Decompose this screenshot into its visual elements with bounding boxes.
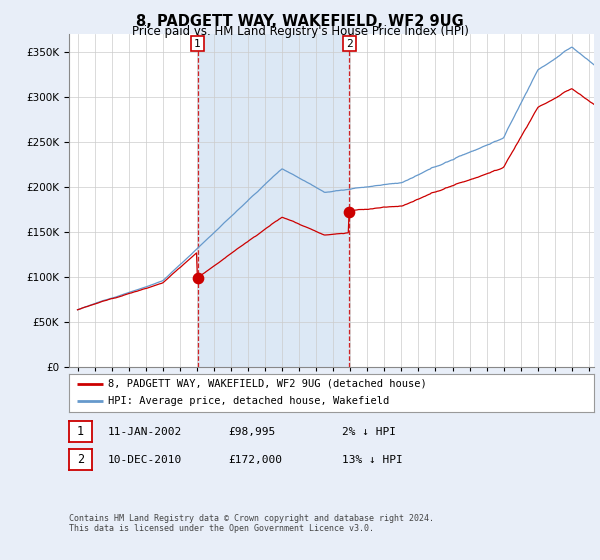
Text: 10-DEC-2010: 10-DEC-2010 bbox=[108, 455, 182, 465]
Text: 13% ↓ HPI: 13% ↓ HPI bbox=[342, 455, 403, 465]
Text: £98,995: £98,995 bbox=[228, 427, 275, 437]
Text: 11-JAN-2002: 11-JAN-2002 bbox=[108, 427, 182, 437]
Text: 8, PADGETT WAY, WAKEFIELD, WF2 9UG: 8, PADGETT WAY, WAKEFIELD, WF2 9UG bbox=[136, 14, 464, 29]
Bar bbox=[197, 34, 349, 367]
Text: 2% ↓ HPI: 2% ↓ HPI bbox=[342, 427, 396, 437]
Text: £172,000: £172,000 bbox=[228, 455, 282, 465]
Text: 2: 2 bbox=[77, 453, 84, 466]
Point bbox=[193, 273, 202, 282]
Text: 1: 1 bbox=[77, 425, 84, 438]
Text: Contains HM Land Registry data © Crown copyright and database right 2024.
This d: Contains HM Land Registry data © Crown c… bbox=[69, 514, 434, 533]
Text: 2: 2 bbox=[346, 39, 353, 49]
Point bbox=[344, 207, 354, 216]
Text: 8, PADGETT WAY, WAKEFIELD, WF2 9UG (detached house): 8, PADGETT WAY, WAKEFIELD, WF2 9UG (deta… bbox=[109, 379, 427, 389]
Text: Price paid vs. HM Land Registry's House Price Index (HPI): Price paid vs. HM Land Registry's House … bbox=[131, 25, 469, 38]
Text: 1: 1 bbox=[194, 39, 201, 49]
Text: HPI: Average price, detached house, Wakefield: HPI: Average price, detached house, Wake… bbox=[109, 396, 389, 407]
